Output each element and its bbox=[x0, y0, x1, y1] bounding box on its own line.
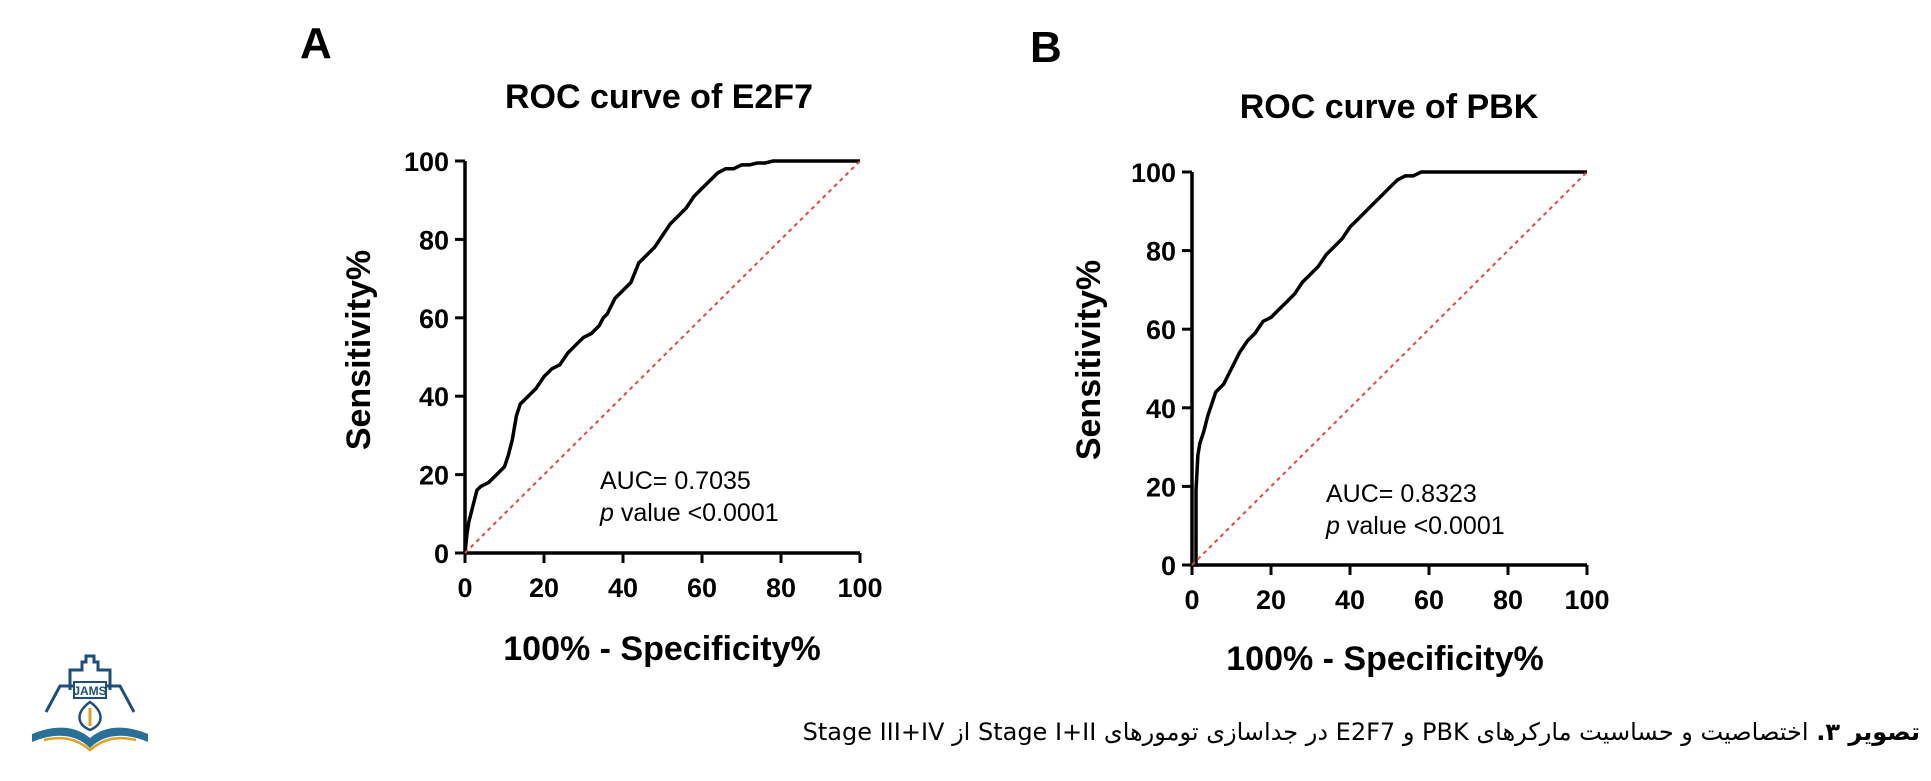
x-tick-label: 100 bbox=[837, 573, 882, 603]
reference-line bbox=[1191, 171, 1588, 566]
x-axis-label: 100% - Specificity% bbox=[1226, 640, 1543, 678]
x-tick-label: 40 bbox=[1335, 585, 1365, 615]
p-value-label: p value <0.0001 bbox=[1325, 512, 1505, 540]
roc-panel-pbk: B ROC curve of PBK Sensitivity% 100% - S… bbox=[1030, 23, 1610, 678]
y-axis-label: Sensitivity% bbox=[340, 250, 378, 450]
panel-letter: B bbox=[1030, 23, 1062, 72]
chart-title: ROC curve of PBK bbox=[1240, 88, 1539, 126]
x-tick-label: 100 bbox=[1564, 585, 1609, 615]
caption-label: تصویر ۳. bbox=[1816, 718, 1920, 746]
jams-logo-icon: JAMS bbox=[32, 654, 148, 752]
panel-letter: A bbox=[300, 19, 332, 68]
roc-curve bbox=[1192, 170, 1587, 567]
y-tick-label: 40 bbox=[1146, 394, 1176, 424]
logo-text: JAMS bbox=[73, 684, 106, 698]
y-axis-label: Sensitivity% bbox=[1070, 260, 1108, 460]
x-tick-label: 0 bbox=[457, 573, 472, 603]
y-tick-label: 20 bbox=[1146, 472, 1176, 502]
x-tick-label: 60 bbox=[1414, 585, 1444, 615]
p-italic: p bbox=[1325, 512, 1340, 540]
plot-area: 0 20 40 60 80 100 0 20 40 60 80 100 bbox=[404, 147, 883, 603]
y-tick-label: 20 bbox=[419, 461, 449, 491]
y-tick-label: 60 bbox=[1146, 315, 1176, 345]
y-tick-label: 40 bbox=[419, 382, 449, 412]
x-axis-label: 100% - Specificity% bbox=[503, 630, 820, 668]
y-tick-label: 80 bbox=[419, 225, 449, 255]
y-tick-label: 100 bbox=[1131, 158, 1176, 188]
plot-area: 0 20 40 60 80 100 0 20 40 60 80 100 bbox=[1131, 158, 1610, 615]
y-tick-label: 80 bbox=[1146, 237, 1176, 267]
p-value-text: value <0.0001 bbox=[614, 499, 779, 527]
caption-text: اختصاصیت و حساسیت مارکرهای PBK و E2F7 در… bbox=[802, 718, 1809, 746]
x-tick-label: 20 bbox=[1256, 585, 1286, 615]
y-tick-label: 0 bbox=[1161, 551, 1176, 581]
auc-label: AUC= 0.8323 bbox=[1326, 480, 1477, 508]
figure-caption: تصویر ۳. اختصاصیت و حساسیت مارکرهای PBK … bbox=[555, 712, 1920, 752]
x-tick-label: 60 bbox=[687, 573, 717, 603]
p-italic: p bbox=[599, 499, 614, 527]
roc-panel-e2f7: A ROC curve of E2F7 Sensitivity% 100% - … bbox=[300, 19, 883, 668]
p-value-label: p value <0.0001 bbox=[599, 499, 779, 527]
y-tick-label: 100 bbox=[404, 147, 449, 177]
x-tick-label: 80 bbox=[1493, 585, 1523, 615]
auc-label: AUC= 0.7035 bbox=[600, 467, 751, 495]
x-tick-label: 20 bbox=[529, 573, 559, 603]
x-tick-label: 80 bbox=[766, 573, 796, 603]
chart-title: ROC curve of E2F7 bbox=[505, 78, 813, 116]
y-tick-label: 0 bbox=[434, 539, 449, 569]
x-tick-label: 40 bbox=[608, 573, 638, 603]
p-value-text: value <0.0001 bbox=[1340, 512, 1505, 540]
y-tick-label: 60 bbox=[419, 304, 449, 334]
x-tick-label: 0 bbox=[1184, 585, 1199, 615]
roc-curve bbox=[463, 159, 860, 554]
